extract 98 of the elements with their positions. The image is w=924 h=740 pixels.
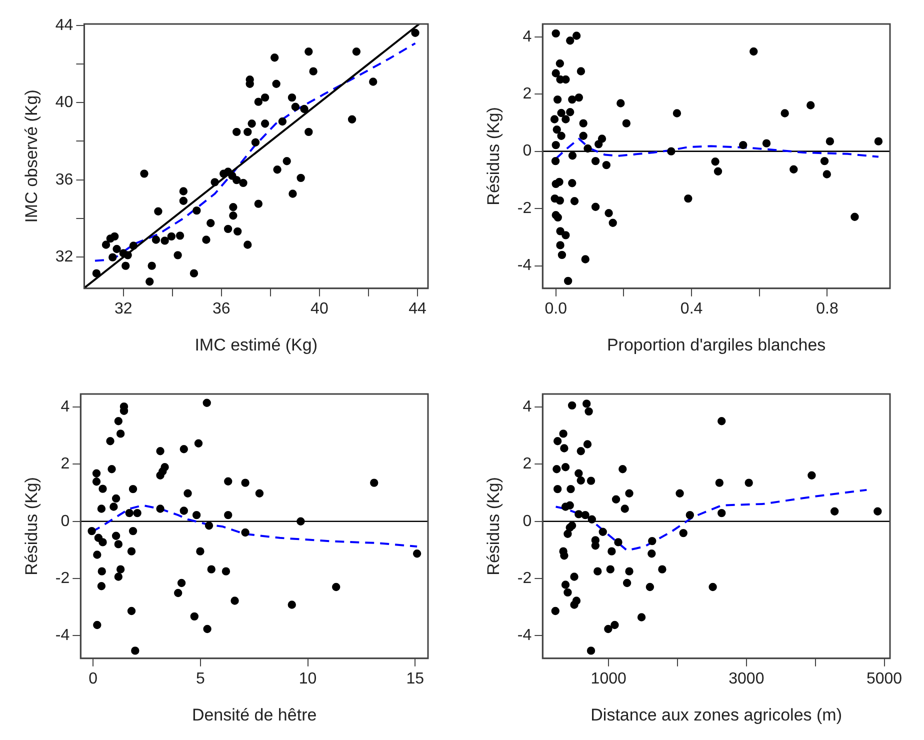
point [224, 510, 232, 520]
point [288, 600, 296, 609]
point [98, 484, 107, 493]
point [194, 439, 203, 448]
point [192, 510, 201, 520]
y-tick-label: 44 [55, 16, 74, 34]
point [116, 565, 125, 574]
line-series [554, 488, 868, 552]
point [241, 478, 250, 487]
y-tick-label: 2 [522, 86, 532, 103]
point [180, 506, 188, 515]
point [108, 464, 116, 474]
point [370, 478, 378, 487]
point [128, 526, 138, 536]
point [156, 471, 164, 480]
point [177, 578, 186, 588]
point [114, 417, 123, 426]
point [92, 469, 101, 478]
point [93, 550, 102, 559]
point [110, 502, 118, 511]
y-tick-label: -4 [517, 257, 532, 274]
y-tick-label: 4 [522, 28, 532, 46]
point [332, 582, 340, 592]
x-tick-label: 36 [212, 300, 230, 318]
point [116, 430, 125, 438]
x-axis-title: Distance aux zones agricoles (m) [590, 705, 842, 724]
y-tick-label: -4 [55, 626, 70, 644]
x-tick-label: 44 [408, 300, 426, 318]
y-tick-label: 2 [522, 456, 532, 473]
y-axis-title: Résidus (Kg) [484, 107, 503, 206]
y-tick-label: -2 [55, 570, 70, 587]
point [224, 477, 232, 486]
y-tick-label: 0 [522, 142, 532, 160]
y-axis-title: Résidus (Kg) [22, 477, 41, 576]
point [202, 398, 211, 407]
x-tick-label: 3000 [728, 670, 764, 688]
point [184, 489, 192, 498]
point [296, 517, 305, 526]
point [222, 567, 230, 576]
point [255, 489, 264, 498]
point [97, 582, 106, 590]
y-tick-label: 4 [522, 398, 532, 416]
point [98, 567, 106, 576]
point [180, 445, 188, 454]
x-tick-label: 5000 [866, 670, 902, 688]
point [92, 478, 101, 486]
x-tick-label: 15 [406, 670, 424, 688]
y-tick-label: 2 [60, 456, 70, 473]
point [112, 494, 120, 503]
x-tick-label: 5 [196, 670, 205, 688]
point [190, 612, 199, 621]
x-axis-title: Densité de hêtre [192, 705, 317, 724]
y-axis-title: Résidus (Kg) [484, 477, 503, 576]
point [128, 484, 138, 494]
y-axis-title: IMC observé (Kg) [22, 90, 41, 223]
point [127, 606, 136, 616]
point [203, 624, 212, 634]
x-tick-label: 0.8 [816, 300, 838, 318]
y-tick-label: -2 [517, 570, 532, 587]
point [127, 547, 136, 556]
y-tick-label: 40 [55, 94, 74, 112]
point [98, 538, 107, 546]
point [133, 508, 142, 518]
y-tick-label: 36 [55, 171, 74, 188]
point [106, 437, 114, 446]
x-axis-title: IMC estimé (Kg) [194, 335, 318, 354]
line-series [94, 42, 416, 262]
point [114, 572, 123, 581]
y-tick-label: 0 [522, 512, 532, 530]
point [93, 620, 102, 630]
point [112, 532, 120, 540]
x-tick-label: 1000 [590, 670, 626, 688]
y-tick-label: 0 [60, 512, 70, 530]
point [125, 508, 134, 518]
y-tick-label: -4 [517, 626, 532, 644]
point [412, 550, 422, 558]
point [174, 588, 182, 598]
point [88, 526, 96, 536]
y-tick-label: 32 [55, 248, 74, 266]
y-tick-label: 4 [60, 398, 70, 416]
point [196, 547, 204, 556]
point [230, 596, 239, 605]
point [131, 646, 140, 655]
x-tick-label: 40 [310, 300, 328, 318]
point [156, 447, 164, 456]
x-axis-title: Proportion d'argiles blanches [606, 335, 826, 354]
y-tick-label: -2 [517, 200, 532, 217]
x-tick-label: 0 [88, 670, 98, 688]
x-tick-label: 0.4 [680, 300, 703, 318]
point [241, 528, 250, 537]
point [207, 565, 216, 574]
x-tick-label: 32 [114, 300, 132, 318]
x-tick-label: 0.0 [544, 300, 568, 318]
point [204, 522, 214, 530]
point [156, 504, 164, 513]
point [114, 540, 123, 548]
point [97, 504, 106, 513]
x-tick-label: 10 [298, 670, 317, 688]
